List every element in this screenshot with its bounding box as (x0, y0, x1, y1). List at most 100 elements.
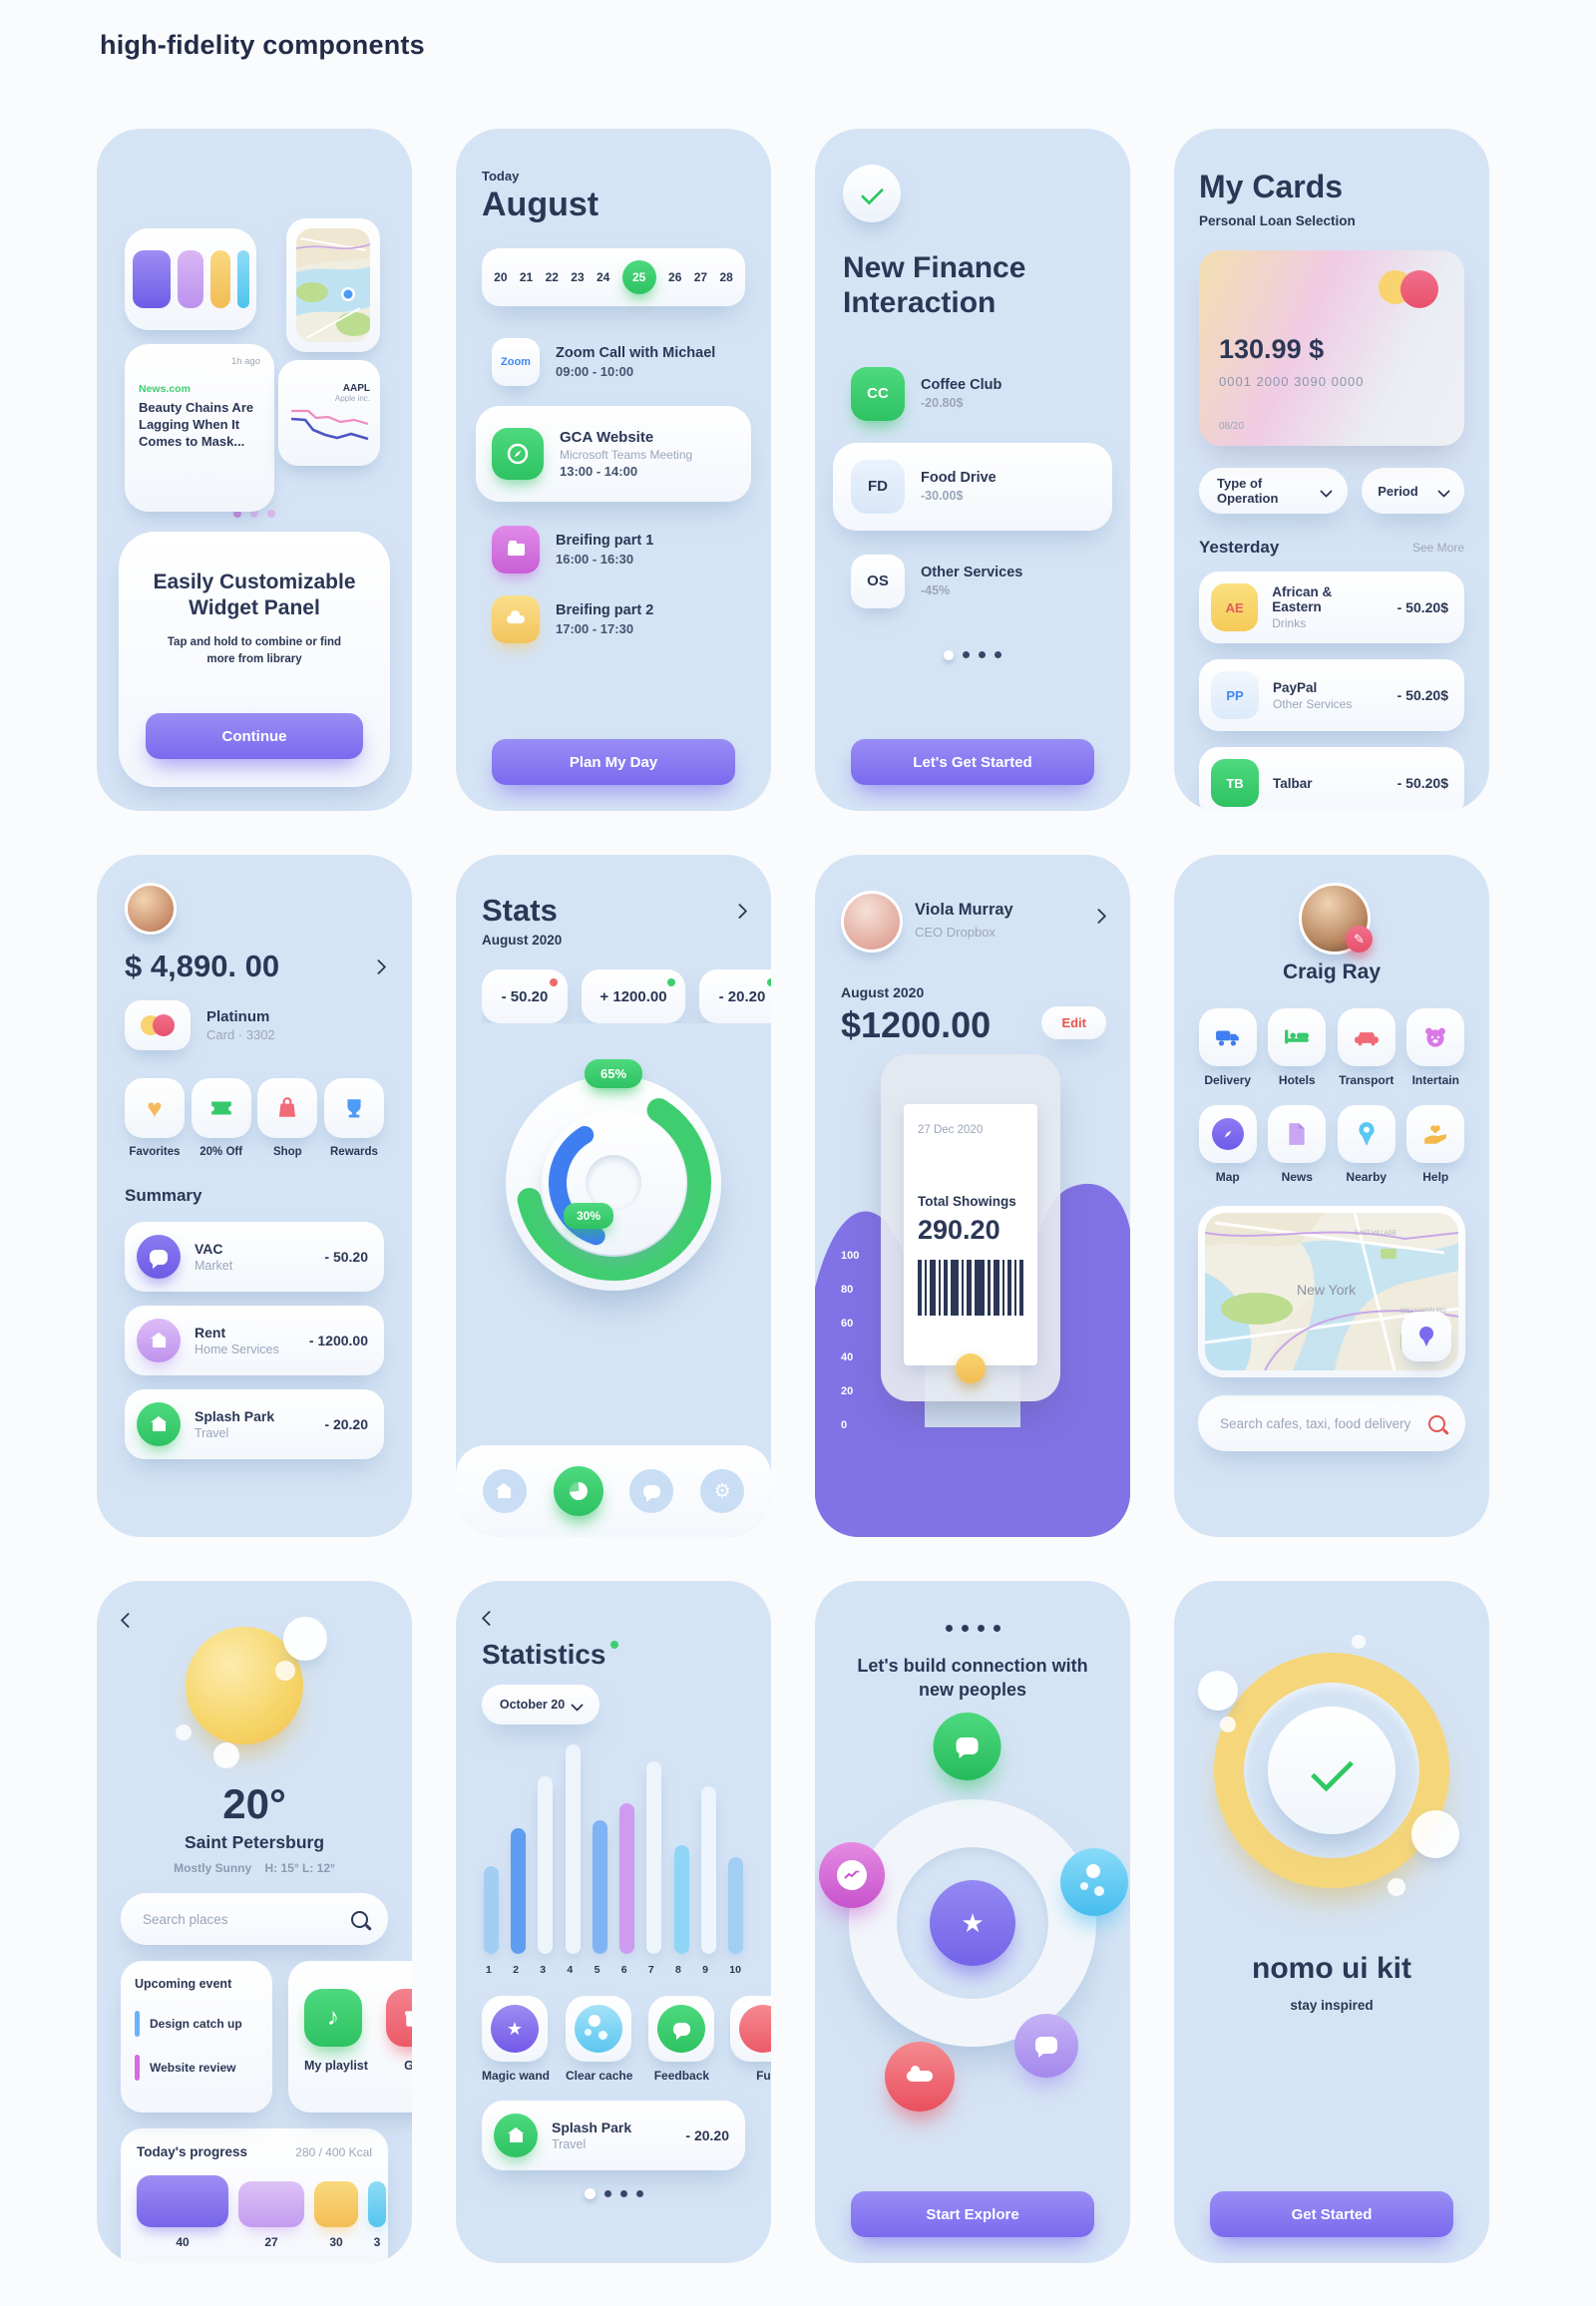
date-strip[interactable]: 20 21 22 23 24 25 26 27 28 (482, 248, 745, 306)
nav-stats-active[interactable] (553, 1466, 603, 1516)
continue-button[interactable]: Continue (146, 713, 363, 759)
stat-chip[interactable]: - 50.20 (482, 969, 568, 1023)
wand-node[interactable]: ★ (930, 1880, 1015, 1967)
back-icon[interactable] (120, 1612, 137, 1629)
dot[interactable] (993, 1625, 1000, 1632)
date-cell[interactable]: 23 (571, 270, 585, 284)
see-more-link[interactable]: See More (1411, 541, 1464, 555)
dot-active[interactable] (944, 649, 954, 660)
stat-chip[interactable]: + 1200.00 (582, 969, 685, 1023)
transaction-row[interactable]: PP PayPal Other Services - 50.20$ (1199, 659, 1464, 731)
chevron-right-icon[interactable] (731, 903, 748, 919)
locate-button[interactable] (1401, 1312, 1451, 1361)
service-transport[interactable]: Transport (1337, 1008, 1396, 1087)
dot[interactable] (267, 510, 275, 518)
service-delivery[interactable]: Delivery (1198, 1008, 1258, 1087)
dot[interactable] (979, 651, 986, 659)
cloud-node[interactable] (885, 2041, 955, 2112)
upcoming-item[interactable]: Website review (135, 2055, 258, 2081)
map-widget[interactable] (286, 218, 380, 352)
action-shop[interactable]: Shop (257, 1078, 318, 1158)
date-cell[interactable]: 22 (545, 270, 559, 284)
trend-node[interactable] (819, 1841, 885, 1908)
gift-shortcut[interactable]: Gift (385, 1979, 412, 2095)
finance-item[interactable]: OS Other Services -45% (843, 554, 1102, 608)
event-row[interactable]: Zoom Zoom Call with Michael 09:00 - 10:0… (482, 338, 745, 386)
date-cell[interactable]: 28 (719, 270, 733, 284)
tool-magic-wand[interactable]: ★ Magic wand (482, 1996, 550, 2083)
finance-item-highlighted[interactable]: FD Food Drive -30.00$ (833, 442, 1112, 531)
date-cell[interactable]: 20 (494, 270, 508, 284)
service-help[interactable]: Help (1406, 1105, 1466, 1184)
action-rewards[interactable]: Rewards (323, 1078, 384, 1158)
bars-widget[interactable] (125, 228, 256, 330)
dot-active[interactable] (584, 2188, 596, 2199)
event-row[interactable]: Breifing part 2 17:00 - 17:30 (482, 595, 745, 643)
summary-row[interactable]: VAC Market - 50.20 (125, 1222, 384, 1292)
date-cell[interactable]: 27 (693, 270, 708, 284)
type-of-operation-dropdown[interactable]: Type of Operation (1199, 468, 1349, 514)
dot[interactable] (619, 2190, 627, 2197)
expense-row[interactable]: Splash Park Travel - 20.20 (482, 2101, 745, 2170)
event-row-highlighted[interactable]: GCA Website Microsoft Teams Meeting 13:0… (476, 406, 751, 502)
summary-row[interactable]: Splash Park Travel - 20.20 (125, 1389, 384, 1459)
chevron-right-icon[interactable] (1090, 908, 1107, 925)
nav-settings[interactable]: ⚙ (700, 1469, 745, 1513)
nav-home[interactable] (482, 1469, 527, 1513)
finance-item[interactable]: CC Coffee Club -20.80$ (843, 366, 1102, 421)
dot[interactable] (250, 510, 258, 518)
dot[interactable] (945, 1625, 953, 1632)
news-widget[interactable]: 1h ago News.com Beauty Chains Are Laggin… (125, 344, 274, 512)
period-dropdown[interactable]: Period (1362, 468, 1464, 514)
balance-row[interactable]: $ 4,890. 00 (125, 949, 387, 984)
date-cell[interactable]: 24 (596, 270, 610, 284)
stock-widget[interactable]: AAPL Apple inc. (278, 360, 380, 466)
dot[interactable] (963, 651, 970, 659)
tool-feedback[interactable]: Feedback (648, 1996, 715, 2083)
map-widget[interactable]: New York WILLIAMSBURG EAST VILLAGE (1198, 1206, 1465, 1377)
upcoming-item[interactable]: Design catch up (135, 2011, 258, 2037)
dot[interactable] (995, 651, 1001, 659)
service-hotels[interactable]: Hotels (1268, 1008, 1328, 1087)
carousel-dots[interactable] (97, 510, 412, 518)
service-nearby[interactable]: Nearby (1337, 1105, 1396, 1184)
tool-clipped[interactable]: Fu (730, 1996, 771, 2083)
transaction-row-clipped[interactable]: TB Talbar - 50.20$ (1199, 747, 1464, 811)
dot[interactable] (603, 2190, 611, 2197)
upcoming-events-widget[interactable]: Upcoming event Design catch up Website r… (121, 1961, 272, 2113)
edit-avatar-button[interactable]: ✎ (1346, 926, 1373, 953)
event-row[interactable]: Breifing part 1 16:00 - 16:30 (482, 526, 745, 574)
search-bar[interactable] (1198, 1395, 1465, 1451)
service-map[interactable]: Map (1198, 1105, 1258, 1184)
get-started-button[interactable]: Get Started (1210, 2191, 1453, 2237)
search-bar[interactable] (121, 1893, 388, 1945)
transaction-row[interactable]: AE African & Eastern Drinks - 50.20$ (1199, 572, 1464, 643)
playlist-shortcut[interactable]: ♪ My playlist (304, 1979, 368, 2095)
service-intertain[interactable]: Intertain (1406, 1008, 1466, 1087)
plan-my-day-button[interactable]: Plan My Day (492, 739, 735, 785)
progress-widget[interactable]: Today's progress 280 / 400 Kcal 40 27 30… (121, 2128, 388, 2263)
service-news[interactable]: News (1268, 1105, 1328, 1184)
back-icon[interactable] (481, 1610, 498, 1627)
bubbles-node[interactable] (1060, 1847, 1128, 1916)
action-favorites[interactable]: ♥ Favorites (125, 1078, 185, 1158)
platinum-card-row[interactable]: Platinum Card · 3302 (125, 1000, 384, 1050)
dot[interactable] (961, 1625, 969, 1632)
summary-row[interactable]: Rent Home Services - 1200.00 (125, 1306, 384, 1375)
get-started-button[interactable]: Let's Get Started (851, 739, 1094, 785)
date-cell-selected[interactable]: 25 (621, 260, 656, 294)
chat-node[interactable] (933, 1712, 1001, 1780)
date-cell[interactable]: 21 (519, 270, 534, 284)
edit-button[interactable]: Edit (1041, 1006, 1106, 1039)
pager-dots[interactable] (841, 1625, 1104, 1632)
nav-chat[interactable] (629, 1469, 674, 1513)
search-icon[interactable] (351, 1910, 368, 1928)
stat-chip[interactable]: - 20.20 (699, 969, 771, 1023)
month-dropdown[interactable]: October 20 (482, 1685, 599, 1725)
pager-dots[interactable] (482, 2188, 745, 2199)
dot[interactable] (635, 2190, 643, 2197)
dot-active[interactable] (233, 510, 241, 518)
date-cell[interactable]: 26 (668, 270, 682, 284)
start-explore-button[interactable]: Start Explore (851, 2191, 1094, 2237)
tool-clear-cache[interactable]: Clear cache (566, 1996, 632, 2083)
